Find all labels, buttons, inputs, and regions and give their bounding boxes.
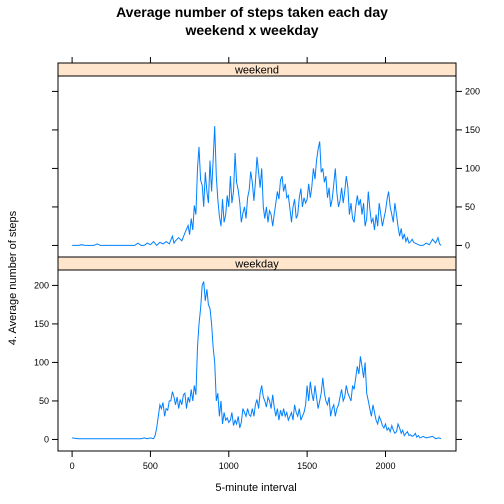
x-tick-label-2000: 2000	[375, 461, 395, 471]
strip-label-weekday: weekday	[234, 259, 279, 271]
y-tick-label-weekend-50: 50	[465, 202, 475, 212]
series-line-weekday	[72, 281, 442, 440]
y-tick-label-weekday-200: 200	[34, 280, 49, 290]
y-tick-label-weekend-200: 200	[465, 86, 480, 96]
y-axis-label: 4. Average number of steps	[7, 210, 19, 345]
x-axis-label: 5-minute interval	[215, 482, 296, 494]
chart-title-line-1: Average number of steps taken each day	[116, 4, 388, 20]
y-tick-label-weekday-50: 50	[39, 396, 49, 406]
y-tick-label-weekend-100: 100	[465, 163, 480, 173]
x-tick-label-500: 500	[143, 461, 158, 471]
strip-label-weekend: weekend	[234, 65, 279, 77]
y-tick-label-weekday-150: 150	[34, 319, 49, 329]
x-tick-label-1500: 1500	[297, 461, 317, 471]
y-tick-label-weekday-100: 100	[34, 357, 49, 367]
series-line-weekend	[72, 126, 442, 247]
y-tick-label-weekend-150: 150	[465, 125, 480, 135]
panel-frame-weekday	[57, 269, 457, 452]
x-tick-label-0: 0	[70, 461, 75, 471]
panel-frame-weekend	[57, 75, 457, 258]
y-tick-label-weekend-0: 0	[465, 240, 470, 250]
x-tick-label-1000: 1000	[219, 461, 239, 471]
y-tick-label-weekday-0: 0	[44, 434, 49, 444]
chart-title-line-2: weekend x weekday	[184, 22, 318, 38]
